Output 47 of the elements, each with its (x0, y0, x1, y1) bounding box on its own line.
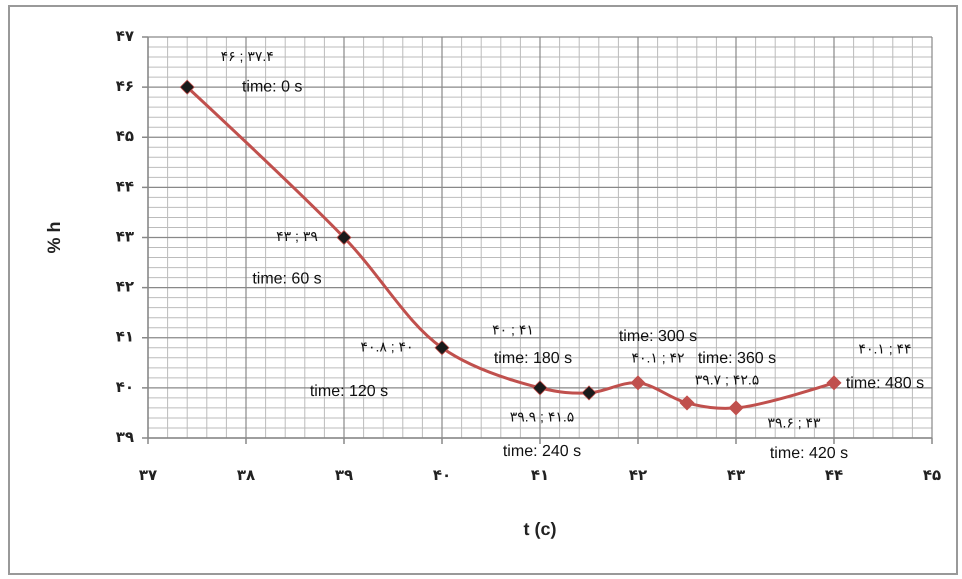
point (180, 80, 195, 95)
data-label: ۴۶ ; ۳۷.۴ (220, 48, 274, 64)
annotation: time: 120 s (310, 382, 388, 400)
text: time: 240 s (502, 443, 582, 460)
y-tick-label: ۴۳ (116, 228, 134, 246)
point (728, 400, 744, 416)
data-label: ۴۰ ; ۴۱ (492, 322, 534, 338)
y-tick-label: ۴۱ (116, 328, 134, 346)
x-tick-label: ۴۵ (922, 467, 942, 484)
annotation: time: 300 s (618, 328, 698, 346)
point (826, 375, 842, 390)
annotation: time: 480 s (846, 375, 924, 392)
x-tick-label: ۳۹ (334, 467, 354, 484)
point (434, 340, 450, 356)
y-tick-label: ۴۴ (116, 178, 134, 196)
y-tick-label: ۴۷ (116, 28, 134, 45)
data-label: ۴۰.۱ ; ۴۴ (858, 340, 912, 357)
point (680, 396, 694, 410)
y-tick-label: ۴۲ (116, 278, 134, 296)
y-tick-label: ۴۰ (116, 378, 134, 396)
point (532, 380, 548, 396)
annotation: time: 0 s (242, 78, 302, 96)
data-label: ۴۳ ; ۳۹ (276, 228, 318, 244)
data-label: ۴۰.۱ ; ۴۲ (631, 350, 685, 366)
data-label: ۴۰.۸ ; ۴۰ (360, 338, 414, 354)
x-tick-label: ۳۸ (236, 467, 256, 484)
y-tick-label: ۳۹ (116, 428, 134, 446)
data-label: ۳۹.۶ ; ۴۳ (767, 414, 822, 431)
y-tick-label: ۴۶ (116, 78, 134, 96)
x-axis-title: t (c) (524, 519, 556, 539)
annotation: time: 360 s (698, 350, 776, 368)
x-tick-label: ۴۱ (530, 467, 550, 484)
x-tick-label: ۴۳ (726, 467, 746, 484)
point (582, 385, 596, 400)
text: time: 420 s (770, 445, 848, 462)
x-tick-label: ۴۰ (432, 467, 452, 484)
data-label: ۳۹.۷ ; ۴۲.۵ (694, 372, 760, 388)
point (336, 230, 352, 245)
x-tick-label: ۴۲ (628, 467, 648, 484)
x-tick-label: ۴۴ (824, 467, 844, 484)
x-tick-label: ۳۷ (138, 467, 158, 484)
y-tick-label: ۴۵ (116, 128, 134, 146)
y-axis-title: % h (44, 221, 64, 254)
data-label: ۳۹.۹ ; ۴۱.۵ (510, 408, 574, 425)
point (630, 375, 646, 390)
annotation: time: 60 s (252, 270, 322, 288)
annotation: time: 180 s (494, 350, 572, 368)
